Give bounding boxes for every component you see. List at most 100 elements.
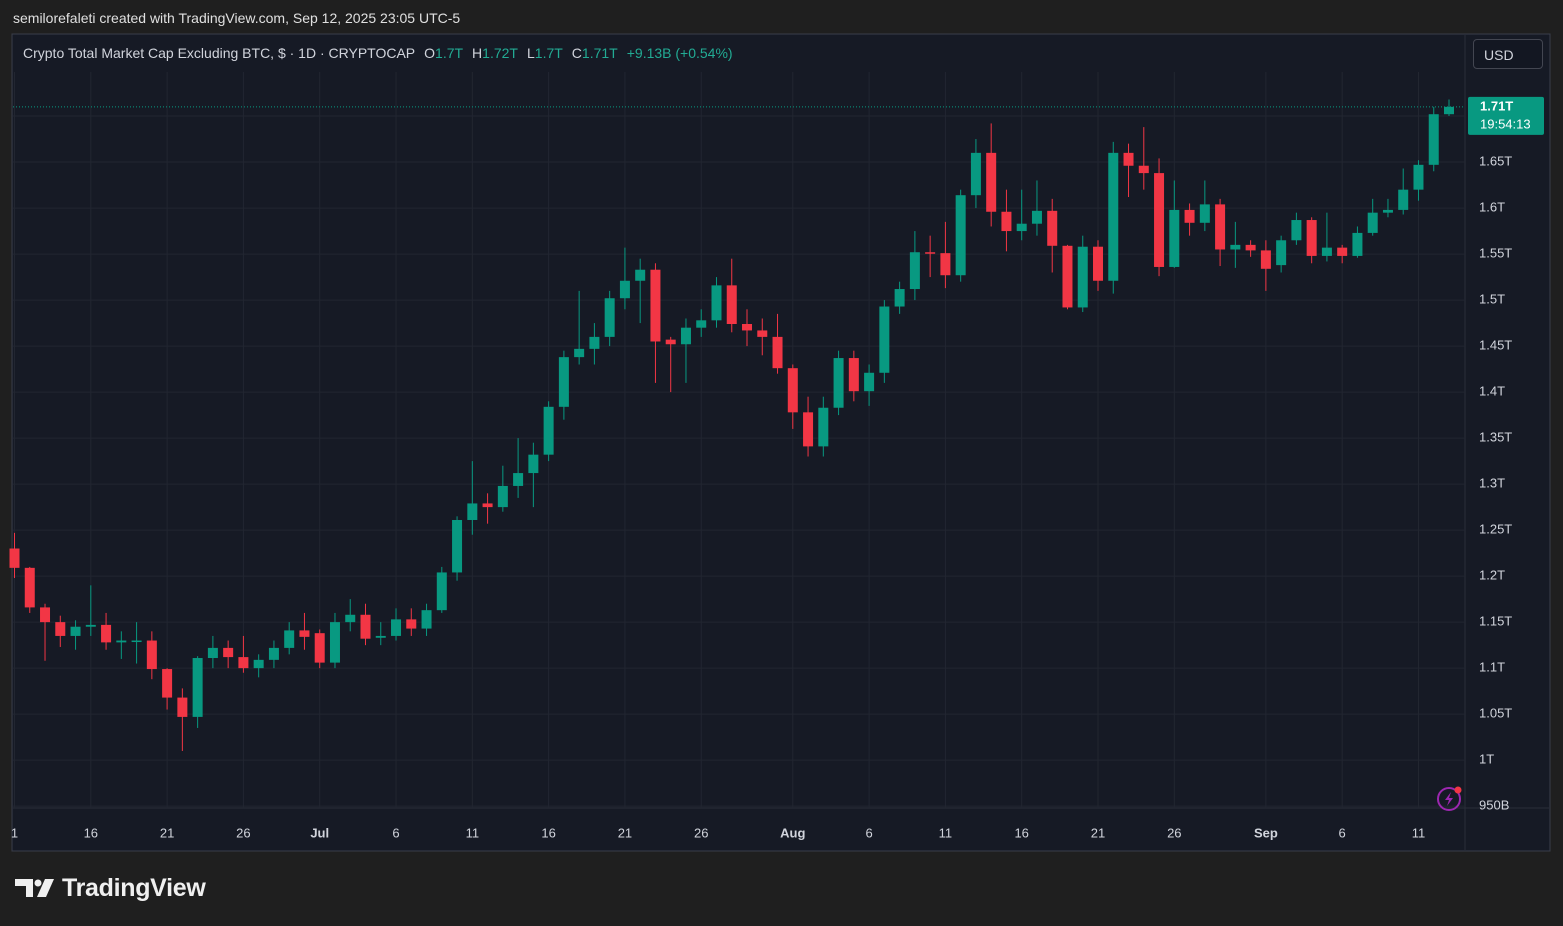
y-tick-label: 1.2T xyxy=(1479,568,1505,583)
candle-body xyxy=(314,633,325,663)
x-tick-label: 16 xyxy=(541,825,555,840)
candle-body xyxy=(146,640,157,670)
y-tick-label: 1T xyxy=(1479,752,1494,767)
x-tick-label: 16 xyxy=(1014,825,1028,840)
y-tick-label: 950B xyxy=(1479,798,1509,813)
candles xyxy=(9,99,1454,751)
y-tick-label: 1.05T xyxy=(1479,706,1512,721)
candle-body xyxy=(680,327,691,345)
x-tick-label: 1 xyxy=(11,825,18,840)
candle-body xyxy=(1108,152,1119,281)
ohlc-key: H xyxy=(472,45,483,61)
candle-body xyxy=(986,152,997,212)
symbol-title: Crypto Total Market Cap Excluding BTC, $… xyxy=(23,45,416,61)
candle-body xyxy=(1428,114,1439,165)
ohlc-key: C xyxy=(571,45,582,61)
candle-body xyxy=(619,280,630,299)
brand-name: TradingView xyxy=(62,874,206,902)
candle-body xyxy=(116,640,127,643)
candle-body xyxy=(711,285,722,321)
candle-body xyxy=(467,503,478,520)
y-tick-label: 1.65T xyxy=(1479,153,1512,168)
candle-body xyxy=(1230,244,1241,250)
candle-body xyxy=(1382,209,1393,213)
candle-body xyxy=(497,485,508,508)
candle-body xyxy=(24,567,35,608)
candle-body xyxy=(9,548,20,568)
candle-body xyxy=(818,407,829,447)
axes: 950B 1T 1.05T 1.1T 1.15T 1.2T 1.25T 1.3T 1.35T 1.… xyxy=(11,96,1544,840)
candle-body xyxy=(925,252,936,254)
candle-body xyxy=(299,630,310,637)
candle-body xyxy=(1245,244,1256,251)
candle-body xyxy=(909,252,920,290)
ohlc-value: 1.7T xyxy=(435,45,464,61)
ohlc-value: 1.7T xyxy=(534,45,563,61)
y-tick-label: 1.15T xyxy=(1479,614,1512,629)
candle-body xyxy=(329,622,340,663)
candle-body xyxy=(131,640,142,643)
candle-body xyxy=(1291,220,1302,241)
candle-body xyxy=(803,412,814,447)
last-price-label: 1.71T xyxy=(1480,98,1513,113)
candle-body xyxy=(101,624,112,643)
x-tick-label: Jul xyxy=(310,825,329,840)
candle-body xyxy=(635,269,646,281)
candle-body xyxy=(284,630,295,648)
x-tick-label: 6 xyxy=(1339,825,1346,840)
ohlc-values: O1.7T H1.72T L1.7T C1.71T xyxy=(424,45,627,61)
candle-body xyxy=(604,298,615,337)
candle-body xyxy=(192,658,203,717)
alert-bolt xyxy=(1445,792,1453,806)
candle-body xyxy=(726,285,737,325)
ohlc-value: 1.71T xyxy=(581,45,618,61)
candle-body xyxy=(70,626,81,636)
candle-body xyxy=(391,619,402,636)
y-tick-label: 1.4T xyxy=(1479,384,1505,399)
candle-body xyxy=(85,624,96,627)
candle-body xyxy=(543,406,554,455)
x-tick-label: 26 xyxy=(694,825,708,840)
candle-body xyxy=(848,358,859,392)
candle-body xyxy=(223,647,234,658)
candle-body xyxy=(55,622,66,636)
x-tick-label: 6 xyxy=(392,825,399,840)
candle-body xyxy=(1154,173,1165,267)
candle-body xyxy=(1123,152,1134,166)
candle-body xyxy=(1337,247,1348,256)
y-tick-label: 1.6T xyxy=(1479,200,1505,215)
ohlc-key: O xyxy=(424,45,436,61)
candle-body xyxy=(1276,240,1287,266)
alert-ring xyxy=(1437,787,1461,811)
x-tick-label: Sep xyxy=(1254,825,1278,840)
candle-body xyxy=(742,324,753,331)
candle-body xyxy=(787,368,798,413)
candle-body xyxy=(1444,106,1454,115)
candle-body xyxy=(1367,212,1378,233)
candle-body xyxy=(482,503,493,508)
x-tick-label: 26 xyxy=(236,825,250,840)
candle-body xyxy=(528,454,539,474)
x-tick-label: 21 xyxy=(1091,825,1105,840)
candle-body xyxy=(406,619,417,629)
candle-body xyxy=(955,195,966,276)
alert-icon xyxy=(1437,786,1462,811)
candle-body xyxy=(1215,204,1226,250)
x-tick-label: Aug xyxy=(780,825,805,840)
currency-button[interactable]: USD xyxy=(1473,39,1543,69)
x-tick-label: 11 xyxy=(1412,825,1426,840)
candle-body xyxy=(177,697,188,717)
candle-body xyxy=(1138,165,1149,174)
change: +9.13B (+0.54%) xyxy=(626,45,733,61)
logo-part xyxy=(34,879,42,887)
countdown: 19:54:13 xyxy=(1480,116,1531,131)
candle-body xyxy=(1062,245,1073,308)
x-tick-label: 21 xyxy=(618,825,632,840)
legend-header: Crypto Total Market Cap Excluding BTC, $… xyxy=(23,45,742,61)
candle-body xyxy=(253,659,264,669)
y-tick-label: 1.25T xyxy=(1479,522,1512,537)
last-price-box xyxy=(1468,96,1544,135)
candle-body xyxy=(1398,189,1409,210)
